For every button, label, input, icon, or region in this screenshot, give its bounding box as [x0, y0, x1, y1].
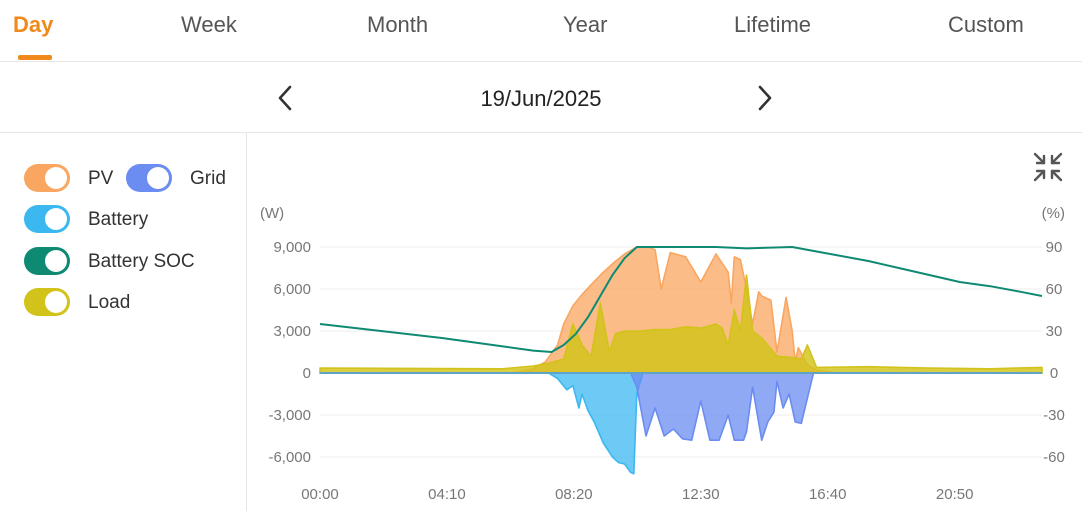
x-tick-3: 12:30: [682, 486, 720, 503]
legend-label-battery-soc: Battery SOC: [88, 251, 195, 272]
toggle-knob: [45, 208, 67, 230]
tab-week[interactable]: Week: [181, 12, 237, 37]
legend-label-grid: Grid: [190, 168, 226, 189]
series-area-battery[interactable]: [319, 372, 1043, 475]
tab-lifetime[interactable]: Lifetime: [734, 12, 812, 37]
date-navigator: 19/Jun/2025: [0, 62, 1082, 133]
y-right-tick-1: 60: [1046, 281, 1063, 298]
chevron-left-icon[interactable]: [274, 84, 298, 112]
y-left-unit-label: (W): [260, 205, 284, 222]
collapse-arrows-icon[interactable]: [1032, 151, 1064, 183]
x-tick-4: 16:40: [809, 486, 847, 503]
legend-label-load: Load: [88, 292, 131, 313]
series-areas: [319, 246, 1043, 475]
y-left-tick-0: 9,000: [273, 239, 311, 256]
toggle-knob: [45, 250, 67, 272]
toggle-knob: [45, 291, 67, 313]
toggle-grid[interactable]: [126, 164, 172, 192]
y-right-tick-5: -60: [1043, 449, 1065, 466]
toggle-load[interactable]: [24, 288, 70, 316]
y-left-tick-1: 6,000: [273, 281, 311, 298]
y-left-tick-4: -3,000: [268, 407, 311, 424]
y-left-tick-2: 3,000: [273, 323, 311, 340]
y-right-tick-4: -30: [1043, 407, 1065, 424]
toggle-knob: [45, 167, 67, 189]
y-right-tick-2: 30: [1046, 323, 1063, 340]
series-line-battery-soc[interactable]: [319, 246, 1043, 353]
tab-custom[interactable]: Custom: [948, 12, 1024, 37]
toggle-knob: [147, 167, 169, 189]
tab-day[interactable]: Day: [13, 12, 54, 37]
x-tick-0: 00:00: [301, 486, 339, 503]
toggle-battery-soc[interactable]: [24, 247, 70, 275]
axis-labels: (W) (%) 9,000 6,000 3,000 0 -3,000 -6,000 90 60 30…: [260, 205, 1065, 503]
y-left-tick-3: 0: [303, 365, 311, 382]
series-area-pv[interactable]: [319, 246, 1043, 374]
y-left-tick-5: -6,000: [268, 449, 311, 466]
tab-month[interactable]: Month: [367, 12, 429, 37]
legend-label-pv: PV: [88, 168, 114, 189]
x-tick-1: 04:10: [428, 486, 466, 503]
x-tick-2: 08:20: [555, 486, 593, 503]
toggle-battery[interactable]: [24, 205, 70, 233]
active-tab-indicator: [18, 55, 52, 60]
y-right-tick-3: 0: [1050, 365, 1058, 382]
legend-panel: PV Grid Battery Battery SOC Load: [0, 133, 247, 511]
current-date[interactable]: 19/Jun/2025: [480, 86, 602, 111]
y-right-tick-0: 90: [1046, 239, 1063, 256]
y-right-unit-label: (%): [1042, 205, 1065, 222]
legend-label-battery: Battery: [88, 209, 149, 230]
series-area-grid[interactable]: [319, 372, 1043, 441]
chevron-right-icon[interactable]: [752, 84, 776, 112]
soc-line-group: [319, 246, 1043, 353]
period-tabs: Day Week Month Year Lifetime Custom: [0, 0, 1082, 62]
power-chart[interactable]: (W) (%) 9,000 6,000 3,000 0 -3,000 -6,000 90 60 30…: [247, 190, 1082, 511]
x-tick-5: 20:50: [936, 486, 974, 503]
toggle-pv[interactable]: [24, 164, 70, 192]
tab-year[interactable]: Year: [563, 12, 608, 37]
series-area-load[interactable]: [319, 274, 1043, 374]
